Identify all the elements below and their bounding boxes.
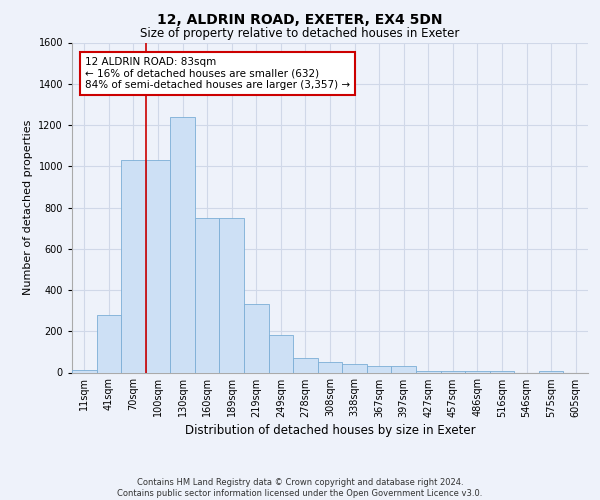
Bar xyxy=(391,366,416,372)
Bar xyxy=(220,218,244,372)
Bar xyxy=(293,358,318,372)
Bar xyxy=(72,370,97,372)
Text: Contains HM Land Registry data © Crown copyright and database right 2024.
Contai: Contains HM Land Registry data © Crown c… xyxy=(118,478,482,498)
Y-axis label: Number of detached properties: Number of detached properties xyxy=(23,120,33,295)
Bar xyxy=(146,160,170,372)
Bar xyxy=(195,218,220,372)
X-axis label: Distribution of detached houses by size in Exeter: Distribution of detached houses by size … xyxy=(185,424,475,437)
Bar xyxy=(367,366,391,372)
Bar xyxy=(342,364,367,372)
Bar xyxy=(121,160,146,372)
Bar xyxy=(244,304,269,372)
Text: 12, ALDRIN ROAD, EXETER, EX4 5DN: 12, ALDRIN ROAD, EXETER, EX4 5DN xyxy=(157,12,443,26)
Bar xyxy=(97,315,121,372)
Text: Size of property relative to detached houses in Exeter: Size of property relative to detached ho… xyxy=(140,28,460,40)
Text: 12 ALDRIN ROAD: 83sqm
← 16% of detached houses are smaller (632)
84% of semi-det: 12 ALDRIN ROAD: 83sqm ← 16% of detached … xyxy=(85,57,350,90)
Bar xyxy=(170,116,195,372)
Bar xyxy=(318,362,342,372)
Bar xyxy=(269,336,293,372)
